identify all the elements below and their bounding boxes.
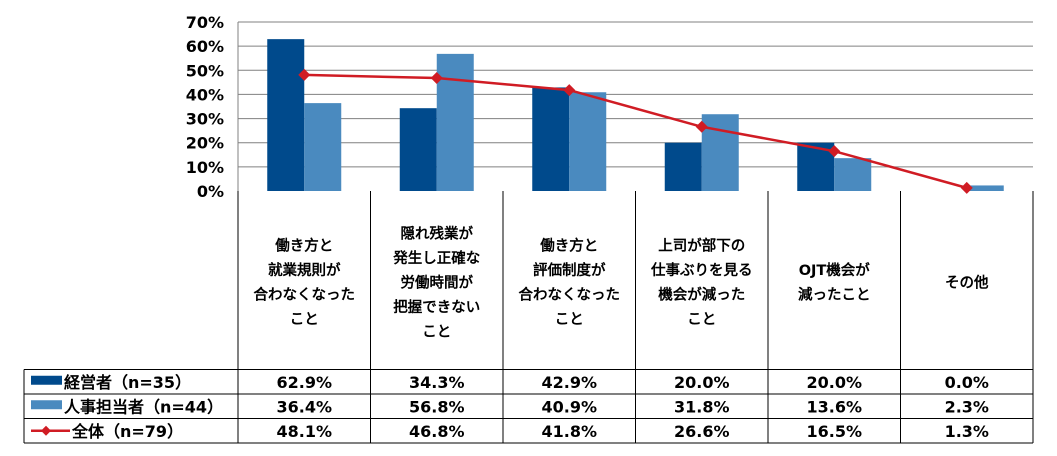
bar-jinji xyxy=(304,103,342,191)
gridlines xyxy=(238,21,1033,168)
data-cell: 0.0% xyxy=(945,373,989,392)
data-cell: 2.3% xyxy=(945,397,989,416)
data-cell: 16.5% xyxy=(806,422,862,441)
line-point xyxy=(563,84,576,97)
category-label: 隠れ残業が xyxy=(401,224,474,242)
line-point xyxy=(960,181,973,194)
line-point xyxy=(828,145,841,158)
data-cell: 40.9% xyxy=(541,397,597,416)
category-label: 仕事ぶりを見る xyxy=(650,261,753,279)
data-cell: 26.6% xyxy=(674,422,730,441)
category-label: 就業規則が xyxy=(268,261,341,279)
category-label: こと xyxy=(687,311,716,328)
bar-keieisha xyxy=(267,39,305,191)
data-cell: 31.8% xyxy=(674,397,730,416)
bar-jinji xyxy=(569,92,607,191)
bar-keieisha xyxy=(664,142,702,191)
bars xyxy=(267,39,1004,191)
data-cell: 20.0% xyxy=(674,373,730,392)
y-tick-label: 50% xyxy=(186,61,224,80)
y-tick-label: 60% xyxy=(186,37,224,56)
data-cell: 34.3% xyxy=(409,373,465,392)
category-label: 合わなくなった xyxy=(518,286,621,304)
category-label: 労働時間が xyxy=(401,273,474,291)
category-label: こと xyxy=(555,311,584,328)
category-label: 上司が部下の xyxy=(658,237,745,255)
y-tick-label: 30% xyxy=(186,110,224,129)
y-tick-label: 0% xyxy=(197,182,224,201)
line-point xyxy=(430,72,443,85)
data-cell: 36.4% xyxy=(276,397,332,416)
legend-label: 人事担当者（n=44） xyxy=(64,397,223,416)
data-cell: 56.8% xyxy=(409,397,465,416)
bar-jinji xyxy=(966,185,1004,191)
category-label: その他 xyxy=(945,273,989,291)
bar-keieisha xyxy=(399,108,437,191)
category-label: こと xyxy=(422,323,451,340)
total-line xyxy=(298,68,973,194)
y-tick-label: 70% xyxy=(186,13,224,32)
bar-jinji xyxy=(701,114,739,191)
data-cell: 48.1% xyxy=(276,422,332,441)
data-cell: 62.9% xyxy=(276,373,332,392)
data-cell: 42.9% xyxy=(541,373,597,392)
line-total xyxy=(304,73,968,190)
legend-label: 全体（n=79） xyxy=(71,422,183,441)
bar-keieisha xyxy=(532,87,570,191)
category-label: 機会が減った xyxy=(658,286,745,304)
legend-swatch xyxy=(31,375,62,385)
y-tick-label: 10% xyxy=(186,158,224,177)
category-label: 働き方と xyxy=(274,237,333,255)
data-cell: 41.8% xyxy=(541,422,597,441)
legend-label: 経営者（n=35） xyxy=(64,373,191,392)
category-label: 合わなくなった xyxy=(253,286,356,304)
legend-swatch xyxy=(31,400,62,410)
category-label: 発生し正確な xyxy=(392,249,480,267)
data-cell: 1.3% xyxy=(945,422,989,441)
bar-jinji xyxy=(436,53,474,191)
bar-jinji xyxy=(834,158,872,191)
data-cell: 20.0% xyxy=(806,373,862,392)
category-label: OJT機会が xyxy=(799,261,871,279)
category-label: 働き方と xyxy=(539,237,598,255)
y-tick-label: 40% xyxy=(186,85,224,104)
legend-marker xyxy=(41,425,51,436)
data-cell: 13.6% xyxy=(806,397,862,416)
category-label: 把握できない xyxy=(393,298,480,316)
category-label: 減ったこと xyxy=(798,287,871,304)
line-point xyxy=(298,68,311,81)
category-label: こと xyxy=(290,311,319,328)
category-label: 評価制度が xyxy=(533,261,606,279)
line-point xyxy=(695,120,708,133)
data-table: 働き方と就業規則が合わなくなったこと隠れ残業が発生し正確な労働時間が把握できない… xyxy=(23,191,1034,444)
y-tick-label: 20% xyxy=(186,134,224,153)
y-axis: 0% 10% 20% 30% 40% 50% 60% 70% xyxy=(186,13,239,201)
data-cell: 46.8% xyxy=(409,422,465,441)
